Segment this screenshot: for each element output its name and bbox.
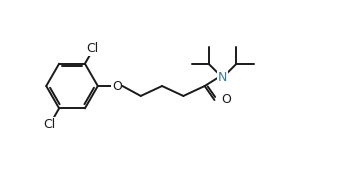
Text: Cl: Cl	[86, 42, 98, 55]
Text: N: N	[218, 71, 227, 84]
Text: Cl: Cl	[44, 118, 56, 131]
Text: O: O	[112, 79, 122, 92]
Text: O: O	[221, 94, 231, 107]
